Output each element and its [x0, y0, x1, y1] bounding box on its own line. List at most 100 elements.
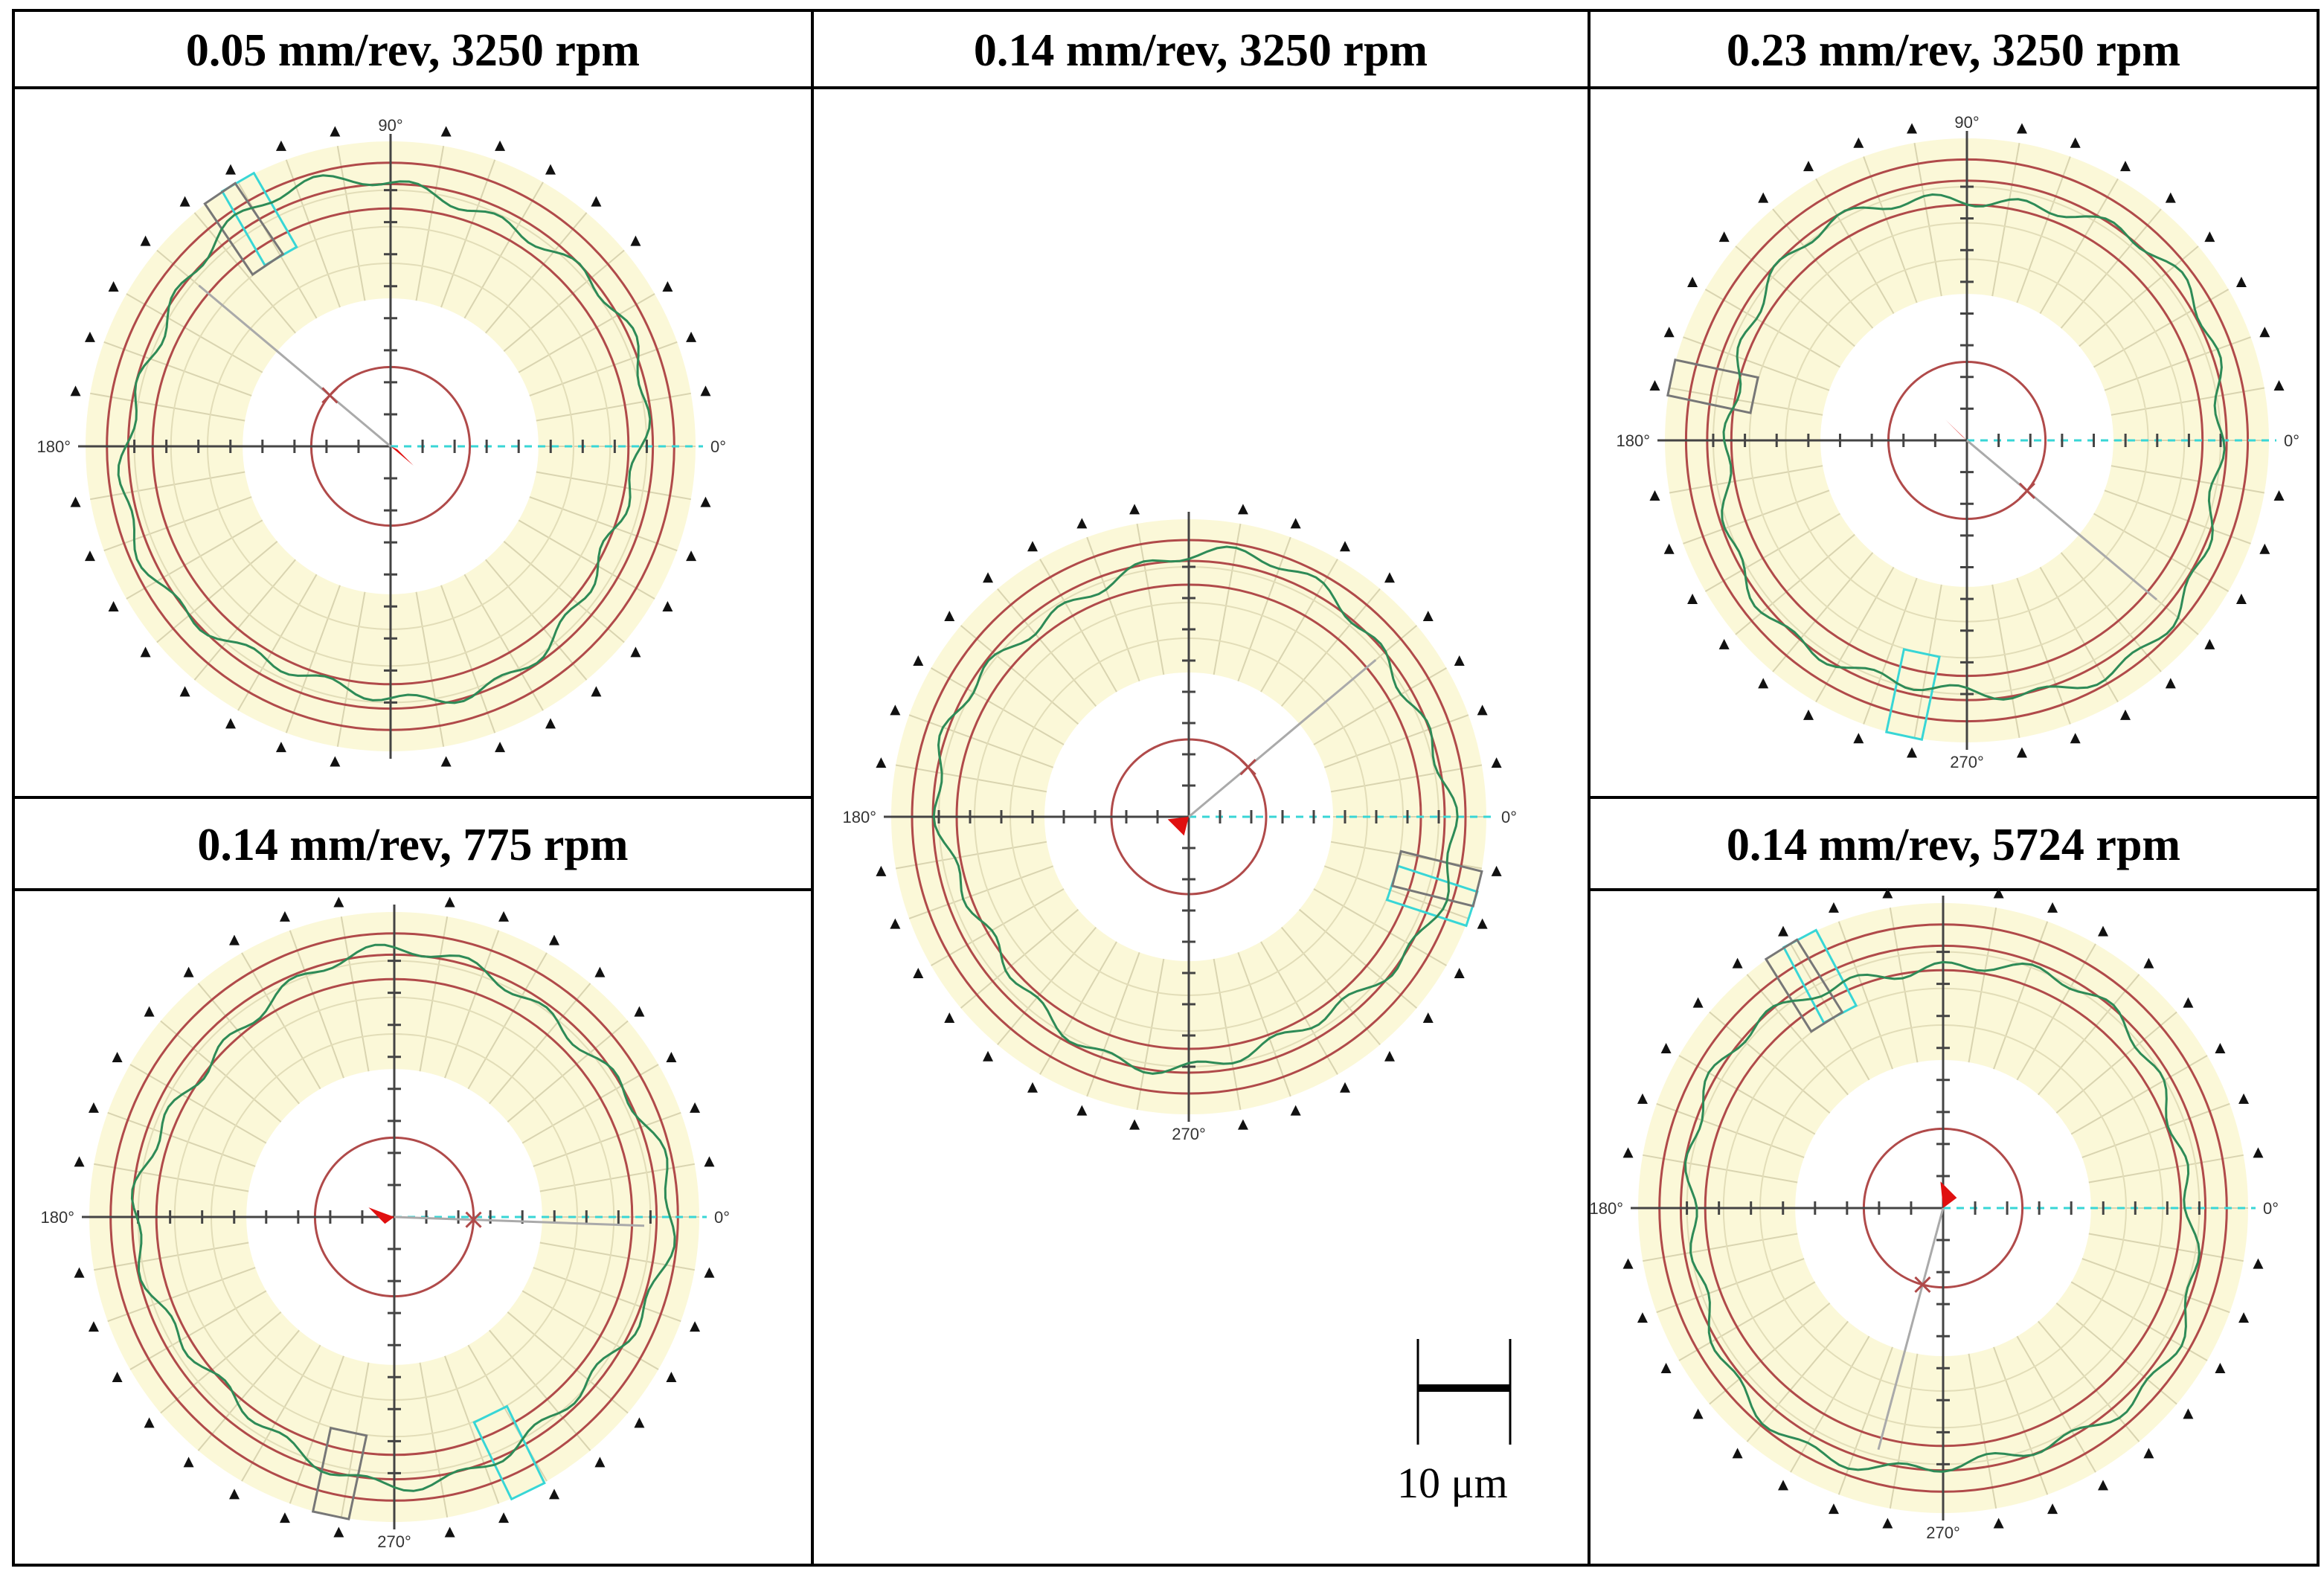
- angle-marker: [630, 235, 641, 246]
- eccentricity-line: [1188, 659, 1377, 818]
- angle-marker: [1027, 1082, 1038, 1093]
- angle-marker: [179, 686, 190, 697]
- angle-marker: [1828, 902, 1839, 913]
- angle-marker: [1622, 1147, 1634, 1158]
- angle-marker: [229, 1489, 240, 1500]
- angle-marker: [1422, 1012, 1434, 1023]
- measured-profile: [932, 545, 1459, 1075]
- angle-label-270: 270°: [377, 1532, 411, 1551]
- center-marker: [1239, 759, 1256, 776]
- panel-5-title: 0.14 mm/rev, 5724 rpm: [1726, 819, 2181, 870]
- highlight-box: [1782, 928, 1858, 1024]
- center-marker: [1914, 1276, 1931, 1294]
- angle-marker: [330, 756, 341, 767]
- angle-marker: [1340, 541, 1350, 552]
- angle-marker: [686, 331, 697, 342]
- angle-marker: [704, 1156, 715, 1167]
- angle-marker: [112, 1372, 123, 1382]
- angle-label-270: 270°: [1172, 1125, 1206, 1143]
- angle-marker: [1663, 327, 1675, 338]
- angle-marker: [1129, 1119, 1140, 1130]
- angle-marker: [876, 757, 887, 768]
- eccentricity-line: [1877, 1207, 1945, 1451]
- angle-marker: [545, 718, 556, 729]
- angle-label-180: 180°: [40, 1208, 74, 1227]
- angle-marker: [333, 1526, 344, 1538]
- polar-plot-5: 0° 180° 270°: [1589, 887, 2279, 1542]
- tolerance-band: [86, 141, 696, 751]
- tolerance-band: [1638, 903, 2248, 1513]
- angle-marker: [2235, 277, 2247, 287]
- angle-marker: [144, 1006, 155, 1017]
- angle-marker: [1660, 1363, 1672, 1373]
- panel-4-title: 0.14 mm/rev, 775 rpm: [197, 819, 629, 870]
- measured-profile: [117, 174, 652, 704]
- angle-marker: [876, 865, 887, 876]
- angle-marker: [74, 1267, 85, 1278]
- angle-marker: [444, 896, 455, 908]
- angle-marker: [1907, 747, 1918, 758]
- angle-marker: [549, 934, 559, 945]
- angle-marker: [2238, 1312, 2250, 1323]
- secondary-box: [203, 182, 285, 277]
- eccentricity-line: [1966, 439, 2157, 601]
- angle-marker: [690, 1102, 701, 1113]
- angle-label-270: 270°: [1950, 753, 1984, 771]
- highlight-box: [1385, 864, 1479, 928]
- angle-marker: [70, 385, 81, 396]
- angle-marker: [1732, 1448, 1743, 1459]
- angle-markers: [1649, 123, 2285, 758]
- angle-marker: [1758, 192, 1769, 203]
- angle-marker: [1637, 1312, 1648, 1323]
- angle-marker: [140, 235, 151, 246]
- angle-marker: [140, 646, 151, 658]
- angle-marker: [913, 968, 924, 978]
- radial-grid: [89, 912, 699, 1522]
- angle-marker: [2016, 747, 2027, 758]
- measured-profile: [1683, 960, 2201, 1473]
- angle-marker: [630, 646, 641, 658]
- angle-marker: [1993, 887, 2004, 899]
- angle-marker: [686, 550, 697, 562]
- angle-marker: [2235, 594, 2247, 604]
- angle-markers: [876, 504, 1502, 1130]
- angle-marker: [1076, 518, 1088, 529]
- eccentricity-line: [198, 284, 391, 448]
- secondary-box: [1390, 850, 1483, 908]
- angle-marker: [440, 126, 452, 137]
- angle-label-0: 0°: [1501, 808, 1517, 826]
- angle-label-0: 0°: [2284, 431, 2299, 450]
- angle-marker: [2215, 1363, 2226, 1373]
- angle-marker: [225, 718, 236, 729]
- angle-marker: [1477, 704, 1488, 716]
- angle-marker: [1853, 137, 1864, 148]
- angle-marker: [1803, 709, 1814, 720]
- angle-marker: [279, 1512, 290, 1523]
- arrow-marker: [1945, 420, 1967, 440]
- measured-profile: [1721, 193, 2226, 701]
- angle-marker: [275, 742, 286, 753]
- angle-marker: [1660, 1043, 1672, 1053]
- angle-marker: [2183, 997, 2194, 1008]
- angle-marker: [84, 331, 95, 342]
- angle-marker: [890, 704, 901, 716]
- angle-marker: [1076, 1105, 1088, 1116]
- angle-marker: [2165, 192, 2176, 203]
- angle-marker: [2273, 380, 2285, 391]
- angle-marker: [1422, 611, 1434, 622]
- angle-marker: [700, 496, 711, 507]
- angle-marker: [1687, 277, 1698, 287]
- angle-marker: [2120, 161, 2131, 172]
- angle-marker: [112, 1052, 123, 1062]
- angle-marker: [1687, 594, 1698, 604]
- angle-marker: [944, 1012, 955, 1023]
- angle-marker: [88, 1321, 99, 1332]
- angle-marker: [1853, 733, 1864, 744]
- angle-label-270: 270°: [1926, 1523, 1960, 1542]
- angle-marker: [1758, 678, 1769, 689]
- highlight-box: [220, 171, 298, 267]
- angle-marker: [1384, 1050, 1395, 1062]
- angle-marker: [1637, 1093, 1648, 1104]
- angle-marker: [1692, 997, 1704, 1008]
- angle-marker: [229, 934, 240, 945]
